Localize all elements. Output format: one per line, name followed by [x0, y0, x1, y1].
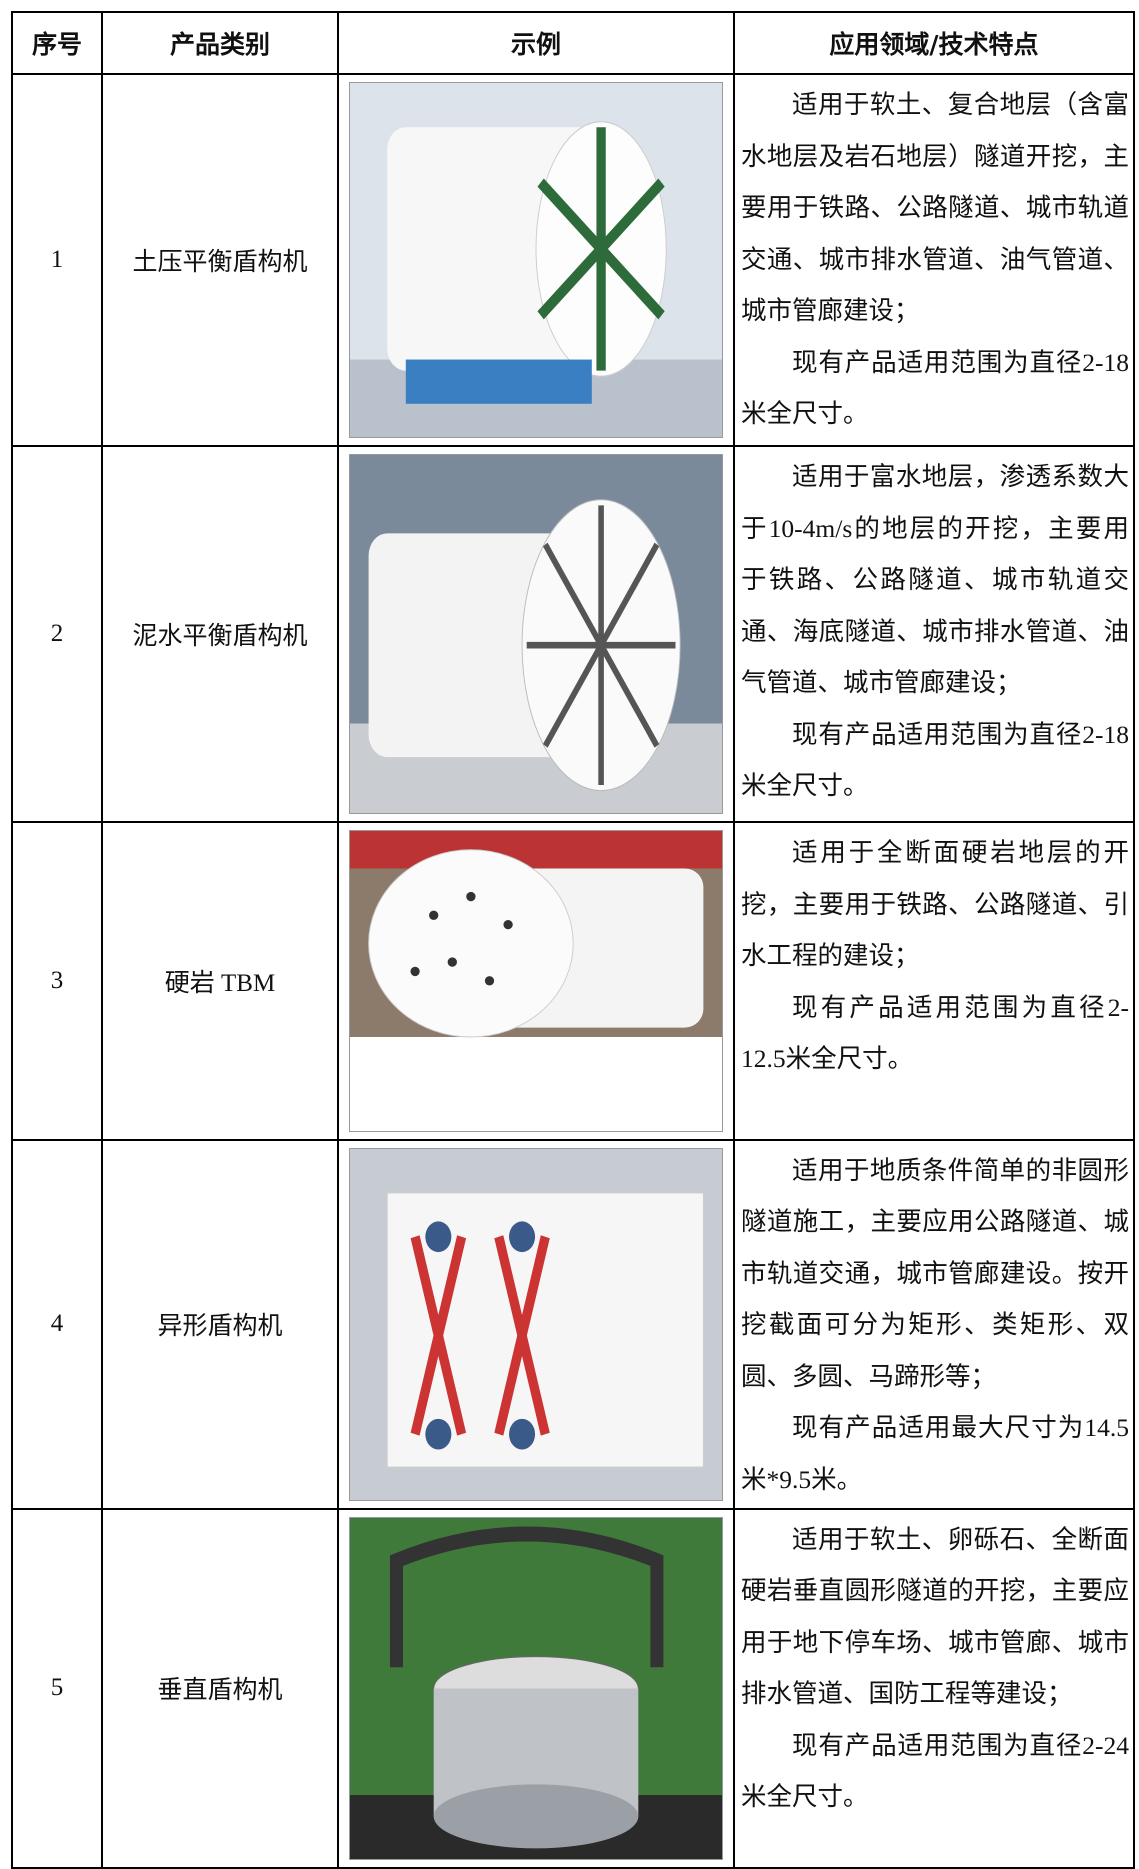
description-paragraph: 现有产品适用范围为直径2-18米全尺寸。 [741, 719, 1129, 801]
product-photo [349, 1147, 723, 1501]
row-number: 1 [11, 73, 103, 447]
table-row: 3 硬岩 TBM 适用于全断面硬岩地层的开挖，主要用于铁路、公路隧道、引水工程的建设… [11, 821, 1135, 1141]
description: 适用于软土、卵砾石、全断面硬岩垂直圆形隧道的开挖，主要应用于地下停车场、城市管廊… [733, 1507, 1135, 1869]
example-cell [337, 821, 735, 1141]
header-cell: 产品类别 [101, 11, 339, 75]
product-photo [349, 454, 723, 814]
table-row: 5 垂直盾构机 适用于软土、卵砾石、全断面硬岩垂直圆形隧道的开挖，主要应用于地下停车… [11, 1507, 1135, 1869]
description-paragraph: 适用于富水地层，渗透系数大于10-4m/s的地层的开挖，主要用于铁路、公路隧道、… [741, 462, 1129, 697]
description-paragraph: 适用于全断面硬岩地层的开挖，主要用于铁路、公路隧道、引水工程的建设； [741, 838, 1129, 970]
description-paragraph: 现有产品适用范围为直径2-18米全尺寸。 [741, 347, 1129, 429]
description: 适用于全断面硬岩地层的开挖，主要用于铁路、公路隧道、引水工程的建设； 现有产品适用… [733, 821, 1135, 1141]
description-paragraph: 适用于软土、卵砾石、全断面硬岩垂直圆形隧道的开挖，主要应用于地下停车场、城市管廊… [741, 1524, 1129, 1709]
product-category: 异形盾构机 [101, 1138, 339, 1510]
header-cell: 示例 [337, 11, 735, 75]
header-cell: 序号 [11, 11, 103, 75]
product-category: 硬岩 TBM [101, 821, 339, 1141]
description-paragraph: 现有产品适用范围为直径2-12.5米全尺寸。 [741, 992, 1129, 1074]
product-category: 垂直盾构机 [101, 1507, 339, 1869]
table-row: 2 泥水平衡盾构机 适用于富水地层，渗透系数大于10-4m/s的地层的开挖，主要用于… [11, 445, 1135, 823]
header-cell: 应用领域/技术特点 [733, 11, 1135, 75]
example-cell [337, 1138, 735, 1510]
row-number: 5 [11, 1507, 103, 1869]
photo-placeholder [350, 1517, 722, 1859]
product-photo [349, 830, 723, 1132]
description: 适用于富水地层，渗透系数大于10-4m/s的地层的开挖，主要用于铁路、公路隧道、… [733, 445, 1135, 823]
photo-placeholder [350, 83, 722, 437]
row-number: 2 [11, 445, 103, 823]
description-paragraph: 适用于软土、复合地层（含富水地层及岩石地层）隧道开挖，主要用于铁路、公路隧道、城… [741, 90, 1129, 325]
example-cell [337, 73, 735, 447]
product-category: 泥水平衡盾构机 [101, 445, 339, 823]
description-paragraph: 适用于地质条件简单的非圆形隧道施工，主要应用公路隧道、城市轨道交通，城市管廊建设… [741, 1155, 1129, 1391]
row-number: 4 [11, 1138, 103, 1510]
description: 适用于地质条件简单的非圆形隧道施工，主要应用公路隧道、城市轨道交通，城市管廊建设… [733, 1138, 1135, 1510]
table-row: 4 异形盾构机 适用于地质条件简单的非圆形隧道施工，主要应用公路隧道、城市轨道交通，… [11, 1138, 1135, 1510]
photo-placeholder [350, 455, 722, 813]
description-paragraph: 现有产品适用范围为直径2-24米全尺寸。 [741, 1730, 1129, 1812]
table-row: 1 土压平衡盾构机 适用于软土、复合地层（含富水地层及岩石地层）隧道开挖，主要用于铁… [11, 73, 1135, 447]
product-photo [349, 1516, 723, 1860]
example-cell [337, 445, 735, 823]
product-category: 土压平衡盾构机 [101, 73, 339, 447]
product-table: 序号 产品类别 示例 应用领域/技术特点 1 土压平衡盾构机 适用于软土、复合地层（… [11, 11, 1135, 1869]
row-number: 3 [11, 821, 103, 1141]
header-row: 序号 产品类别 示例 应用领域/技术特点 [11, 11, 1135, 75]
photo-placeholder [350, 1148, 722, 1500]
product-photo [349, 82, 723, 438]
description-paragraph: 现有产品适用最大尺寸为14.5米*9.5米。 [741, 1413, 1129, 1494]
description: 适用于软土、复合地层（含富水地层及岩石地层）隧道开挖，主要用于铁路、公路隧道、城… [733, 73, 1135, 447]
example-cell [337, 1507, 735, 1869]
photo-placeholder [350, 831, 722, 1038]
